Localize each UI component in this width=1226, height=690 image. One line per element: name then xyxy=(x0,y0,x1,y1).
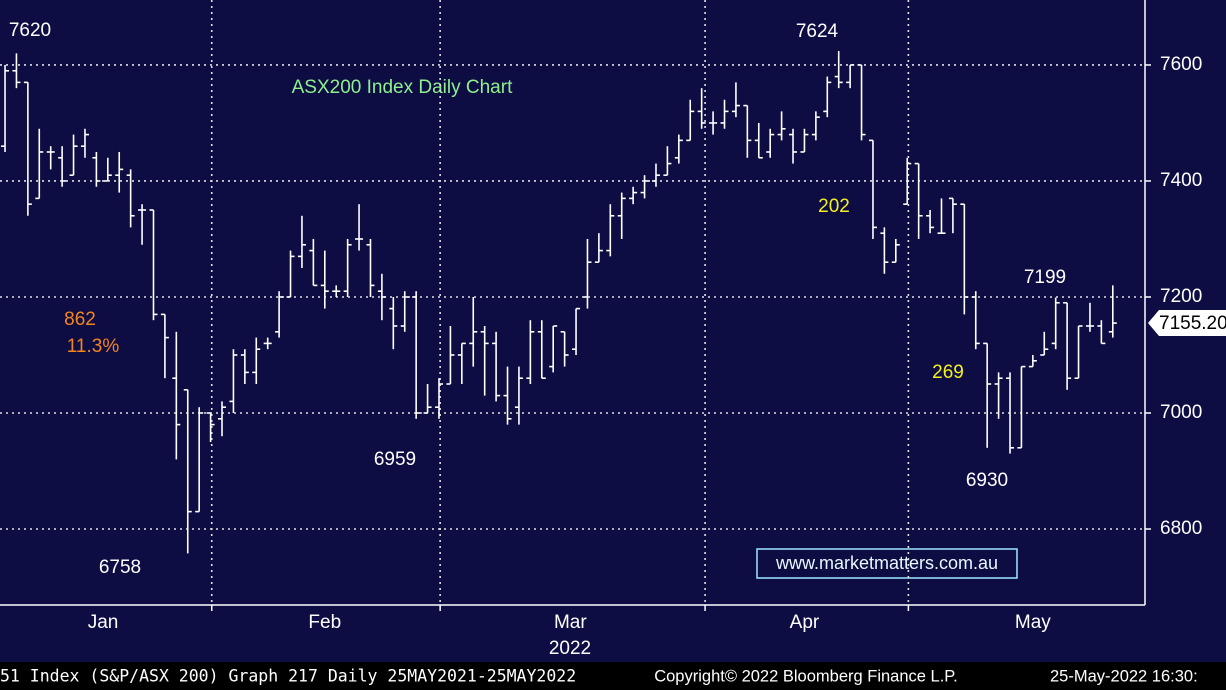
last-price-tag xyxy=(1148,309,1226,336)
footer-right: 25-May-2022 16:30: xyxy=(1050,667,1198,685)
ohlc-series xyxy=(1,51,1117,554)
annotation: 7624 xyxy=(796,21,839,42)
annotation: 7620 xyxy=(9,20,51,41)
y-tick-label: 6800 xyxy=(1160,518,1202,539)
watermark: www.marketmatters.com.au xyxy=(775,553,998,573)
annotation: 11.3% xyxy=(67,336,120,357)
x-tick-label: Mar xyxy=(554,612,587,633)
y-tick-label: 7200 xyxy=(1160,286,1202,307)
annotation: 202 xyxy=(818,196,850,217)
footer-bar xyxy=(0,662,1226,690)
background xyxy=(0,0,1226,662)
x-tick-label: Jan xyxy=(88,612,119,633)
x-tick-label: May xyxy=(1015,612,1051,633)
annotation: 6930 xyxy=(966,470,1008,491)
annotation: 6758 xyxy=(99,557,141,578)
x-tick-label: Feb xyxy=(308,612,341,633)
last-price-label: 7155.20 xyxy=(1159,313,1226,334)
chart-title: ASX200 Index Daily Chart xyxy=(292,77,513,98)
y-tick-label: 7000 xyxy=(1160,402,1202,423)
annotation: 862 xyxy=(64,309,96,330)
footer-center: Copyright© 2022 Bloomberg Finance L.P. xyxy=(654,667,958,685)
annotation: 6959 xyxy=(374,449,416,470)
year-label: 2022 xyxy=(549,638,591,659)
annotation: 7199 xyxy=(1024,267,1066,288)
watermark-box xyxy=(756,548,1018,579)
y-tick-label: 7400 xyxy=(1160,170,1202,191)
y-tick-label: 7600 xyxy=(1160,54,1202,75)
annotation: 269 xyxy=(932,362,964,383)
x-tick-label: Apr xyxy=(790,612,820,633)
footer-left: 51 Index (S&P/ASX 200) Graph 217 Daily 2… xyxy=(0,667,576,686)
